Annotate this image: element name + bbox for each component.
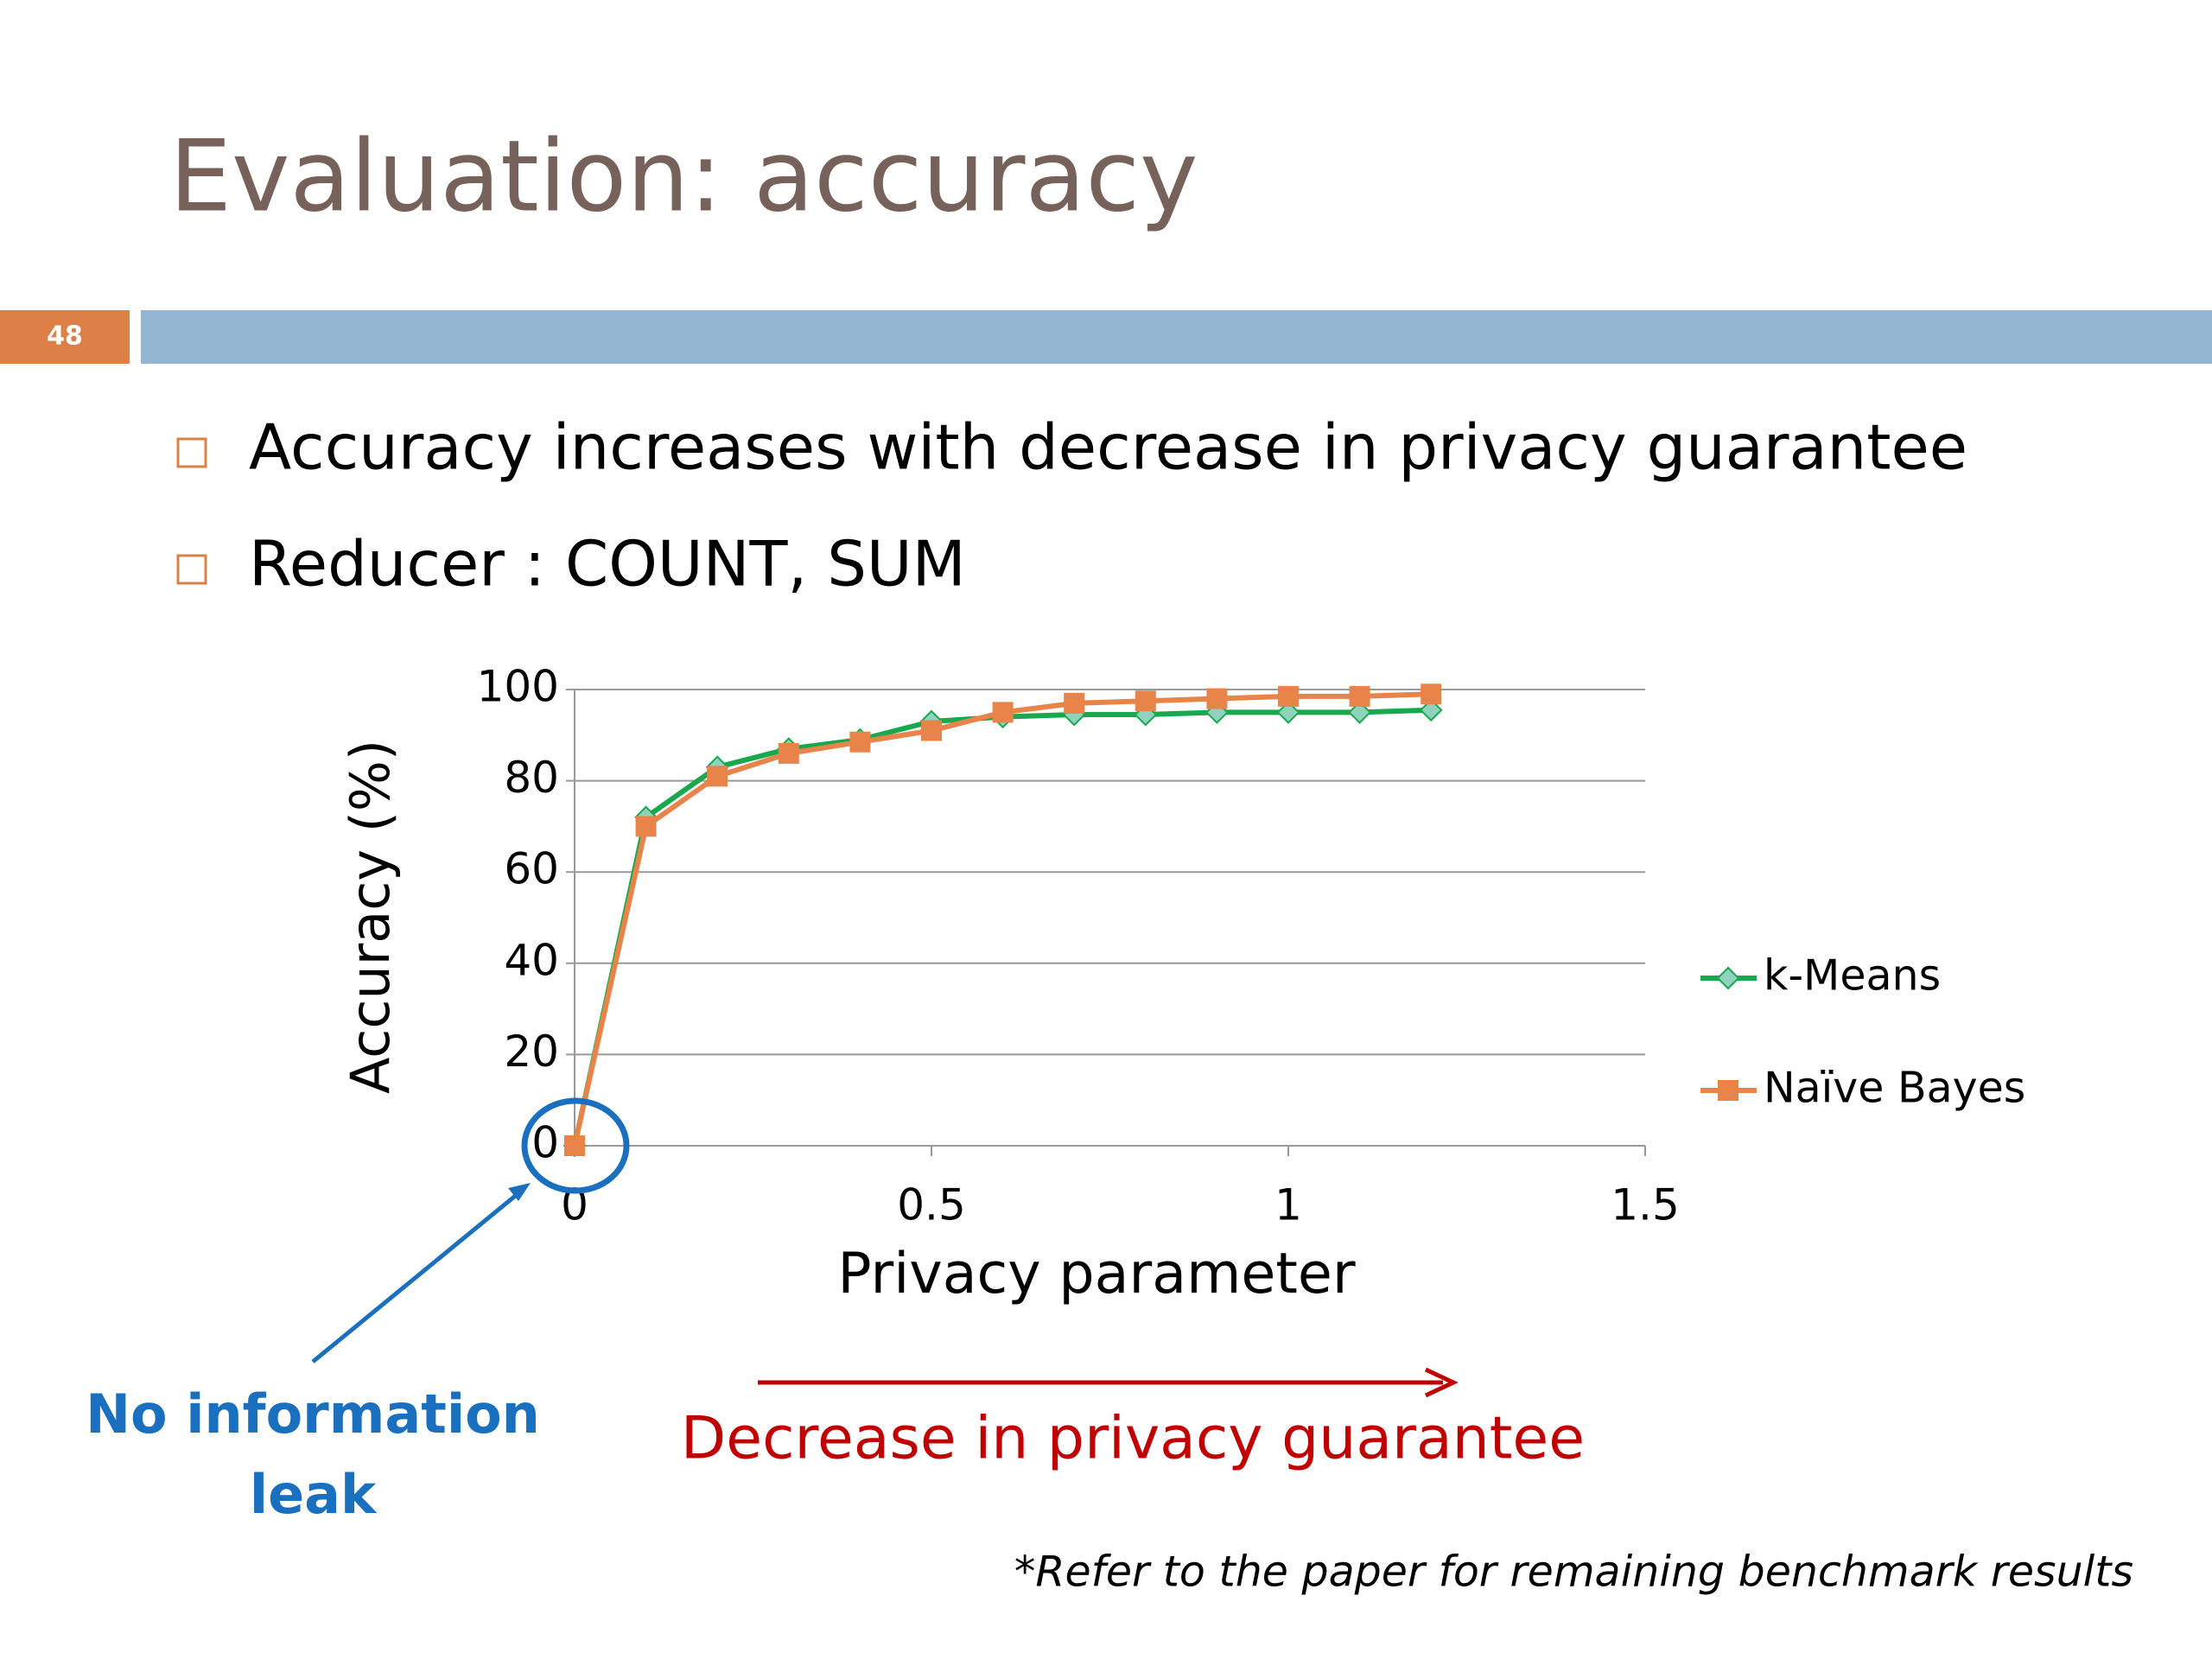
y-tick-label: 60 <box>504 844 559 894</box>
header-bar <box>141 310 2212 364</box>
arrow <box>311 1192 520 1363</box>
point <box>1278 685 1299 707</box>
legend-label: Naïve Bayes <box>1764 1064 2025 1113</box>
x-tick-label: 1.5 <box>1611 1180 1680 1230</box>
series-line <box>572 691 1432 1147</box>
x-tick-label: 0.5 <box>897 1180 966 1230</box>
point <box>707 766 728 787</box>
bullet: Reducer : COUNT, SUM <box>249 528 966 601</box>
arrow-head <box>1424 1367 1459 1398</box>
y-tick-label: 40 <box>504 935 559 985</box>
point <box>992 702 1014 723</box>
point <box>564 1135 585 1156</box>
annotation: leak <box>250 1463 378 1526</box>
slide-title: Evaluation: accuracy <box>169 118 1198 233</box>
series-line <box>572 707 1432 1147</box>
page-badge <box>0 310 130 364</box>
point <box>635 816 657 837</box>
x-tick-label: 1 <box>1274 1180 1302 1230</box>
y-tick-label: 100 <box>477 662 559 712</box>
y-tick-label: 0 <box>531 1118 559 1168</box>
legend-marker <box>1716 966 1740 990</box>
footnote: *Refer to the paper for remaining benchm… <box>1014 1548 2133 1597</box>
point <box>1419 698 1443 722</box>
annotation: Decrease in privacy guarantee <box>681 1405 1585 1473</box>
bullet: Accuracy increases with decrease in priv… <box>249 411 1967 484</box>
legend-marker <box>1718 1080 1738 1101</box>
point <box>1421 683 1442 705</box>
arrow-head <box>508 1183 531 1201</box>
point <box>1064 692 1085 714</box>
page-number: 48 <box>47 321 83 352</box>
bullet-icon <box>176 437 207 468</box>
bullet-icon <box>176 554 207 585</box>
point <box>849 731 871 753</box>
y-tick-label: 80 <box>504 753 559 803</box>
y-tick-label: 20 <box>504 1027 559 1077</box>
annotation: No information <box>86 1382 540 1446</box>
point <box>921 720 942 741</box>
x-axis-label: Privacy parameter <box>837 1242 1355 1306</box>
point <box>1349 685 1370 707</box>
highlight-circle <box>521 1097 630 1194</box>
legend-label: k-Means <box>1764 951 1941 1001</box>
point <box>1135 690 1156 712</box>
point <box>1348 700 1372 724</box>
y-axis-label: Accuracy (%) <box>339 740 402 1094</box>
point <box>778 742 799 764</box>
point <box>1276 700 1300 724</box>
point <box>1206 688 1228 709</box>
